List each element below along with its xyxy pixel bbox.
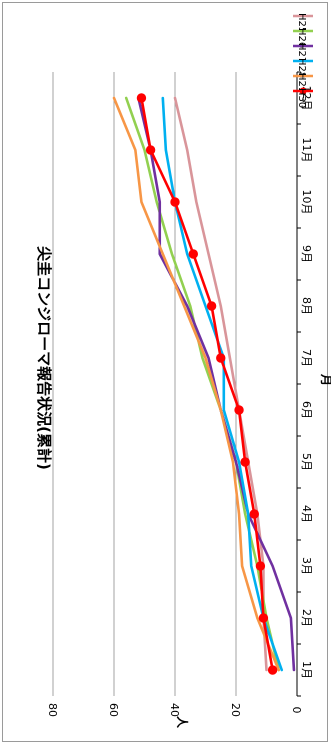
data-point-h30 <box>206 301 217 311</box>
data-point-h30 <box>216 353 226 363</box>
data-point-h30 <box>234 405 244 415</box>
series-line-h25 <box>173 96 268 672</box>
gridlines <box>52 72 237 696</box>
legend-label: H30 <box>296 88 307 108</box>
data-point-h30 <box>188 249 199 259</box>
series-line-h29 <box>112 96 281 672</box>
y-tick-label: 40 <box>168 703 181 717</box>
legend-label: H29 <box>296 73 307 93</box>
y-tick-label: 60 <box>107 703 120 717</box>
legend-label: H25 <box>296 13 307 33</box>
x-tick-label: 2月 <box>300 609 313 627</box>
x-tick-label: 1月 <box>300 661 313 679</box>
data-point-h30 <box>249 509 260 519</box>
legend-label: H28 <box>296 58 307 78</box>
legend-marker <box>299 87 307 95</box>
chart-title: 尖圭コンジローマ報告状況(累計) <box>35 246 53 470</box>
x-tick-label: 4月 <box>300 505 313 523</box>
y-tick-label: 0 <box>290 707 303 714</box>
x-tick-label: 3月 <box>300 557 313 575</box>
x-tick-label: 5月 <box>300 453 313 471</box>
chart-frame <box>2 2 328 742</box>
data-point-h30 <box>255 561 266 571</box>
series-line-h30 <box>140 96 274 672</box>
y-tick-label: 80 <box>46 703 59 717</box>
x-tick-label: 9月 <box>300 245 313 263</box>
x-tick-label: 7月 <box>300 349 313 367</box>
x-tick-label: 10月 <box>300 190 313 215</box>
series-line-h27 <box>137 96 296 672</box>
data-point-h30 <box>170 197 180 207</box>
x-tick-label: 6月 <box>300 401 313 419</box>
data-point-h30 <box>267 665 278 675</box>
data-point-h30 <box>145 145 156 155</box>
series-line-h28 <box>161 96 284 672</box>
data-point-h30 <box>240 457 250 467</box>
legend-label: H27 <box>296 43 307 63</box>
axis-lines <box>296 71 301 697</box>
series-line-h26 <box>124 96 281 672</box>
y-axis-title: 人 <box>175 716 190 729</box>
x-tick-label: 11月 <box>300 138 313 163</box>
data-point-h30 <box>258 613 269 623</box>
y-tick-label: 20 <box>229 703 242 717</box>
y-axis-ticks: 0 20 40 60 80 <box>46 703 303 717</box>
series-lines <box>112 93 296 675</box>
legend-label: H26 <box>296 28 307 48</box>
data-point-h30 <box>136 93 147 103</box>
x-tick-label: 8月 <box>300 297 313 315</box>
x-axis-title: 月 <box>319 373 331 386</box>
